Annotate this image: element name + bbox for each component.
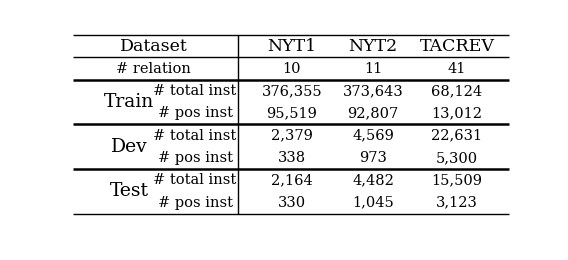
Text: 95,519: 95,519 bbox=[266, 106, 318, 120]
Text: 376,355: 376,355 bbox=[261, 84, 322, 98]
Text: 338: 338 bbox=[278, 151, 306, 165]
Text: # total inst: # total inst bbox=[153, 128, 237, 142]
Text: # pos inst: # pos inst bbox=[157, 151, 232, 165]
Text: 2,379: 2,379 bbox=[271, 128, 313, 142]
Text: NYT2: NYT2 bbox=[349, 38, 398, 55]
Text: 330: 330 bbox=[278, 196, 306, 210]
Text: # pos inst: # pos inst bbox=[157, 196, 232, 210]
Text: TACREV: TACREV bbox=[420, 38, 494, 55]
Text: 373,643: 373,643 bbox=[343, 84, 404, 98]
Text: NYT1: NYT1 bbox=[268, 38, 316, 55]
Text: Train: Train bbox=[104, 93, 154, 111]
Text: 5,300: 5,300 bbox=[436, 151, 478, 165]
Text: 22,631: 22,631 bbox=[431, 128, 482, 142]
Text: Test: Test bbox=[110, 182, 149, 200]
Text: Dev: Dev bbox=[111, 138, 148, 156]
Text: Dataset: Dataset bbox=[120, 38, 188, 55]
Text: 13,012: 13,012 bbox=[432, 106, 482, 120]
Text: # total inst: # total inst bbox=[153, 173, 237, 187]
Text: 15,509: 15,509 bbox=[432, 173, 482, 187]
Text: 68,124: 68,124 bbox=[431, 84, 482, 98]
Text: # total inst: # total inst bbox=[153, 84, 237, 98]
Text: 10: 10 bbox=[283, 62, 301, 76]
Text: 1,045: 1,045 bbox=[352, 196, 394, 210]
Text: 4,482: 4,482 bbox=[352, 173, 394, 187]
Text: 11: 11 bbox=[364, 62, 382, 76]
Text: 2,164: 2,164 bbox=[271, 173, 313, 187]
Text: 92,807: 92,807 bbox=[348, 106, 399, 120]
Text: 973: 973 bbox=[360, 151, 387, 165]
Text: 4,569: 4,569 bbox=[352, 128, 394, 142]
Text: 3,123: 3,123 bbox=[436, 196, 478, 210]
Text: 41: 41 bbox=[448, 62, 466, 76]
Text: # pos inst: # pos inst bbox=[157, 106, 232, 120]
Text: # relation: # relation bbox=[116, 62, 191, 76]
